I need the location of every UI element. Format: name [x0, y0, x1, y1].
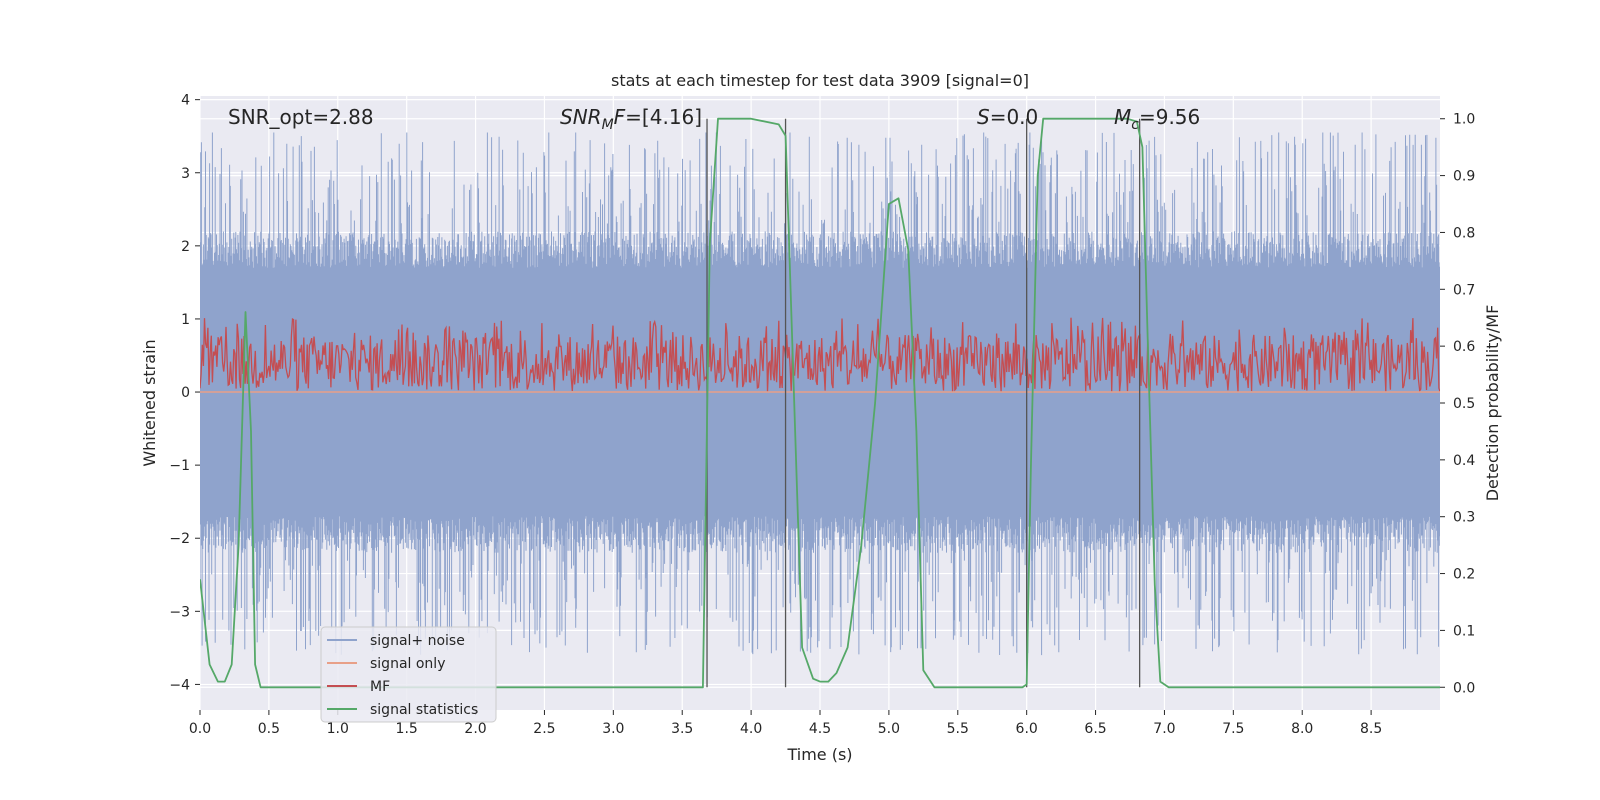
x-tick-label: 4.0 — [740, 721, 762, 737]
y-right-tick-label: 0.9 — [1453, 169, 1475, 185]
y-right-tick-label: 0.4 — [1453, 453, 1475, 469]
legend-box — [320, 626, 497, 723]
x-tick-label: 6.0 — [1016, 721, 1038, 737]
y-right-axis-label: Detection probability/MF — [1483, 305, 1502, 502]
y-left-tick-label: 4 — [181, 93, 190, 109]
legend-label-signal-only: signal only — [370, 656, 445, 672]
legend: signal+ noise signal only MF signal stat… — [320, 626, 497, 723]
x-tick-label: 7.0 — [1153, 721, 1175, 737]
x-tick-label: 1.0 — [327, 721, 349, 737]
chart-title: stats at each timestep for test data 390… — [611, 71, 1029, 90]
y-right-tick-label: 0.1 — [1453, 623, 1475, 639]
x-tick-label: 0.0 — [189, 721, 211, 737]
y-right-tick-label: 0.2 — [1453, 567, 1475, 583]
x-tick-label: 8.0 — [1291, 721, 1313, 737]
x-tick-label: 2.5 — [533, 721, 555, 737]
y-right-tick-label: 1.0 — [1453, 112, 1475, 128]
y-right-tick-label: 0.0 — [1453, 680, 1475, 696]
legend-label-mf: MF — [370, 679, 390, 695]
y-right-axis-ticks: 1.0 0.9 0.8 0.7 0.6 0.5 0.4 0.3 0.2 0.1 0.0 — [1440, 112, 1475, 696]
y-left-tick-label: −2 — [169, 531, 190, 547]
signal-statistics-line — [200, 117, 1440, 689]
series-mf — [200, 317, 1440, 393]
y-right-tick-label: 0.3 — [1453, 510, 1475, 526]
x-axis-ticks: 0.0 0.5 1.0 1.5 2.0 2.5 3.0 3.5 4.0 4.5 5.0 5.5 6.0 6… — [189, 710, 1382, 737]
y-left-tick-label: 3 — [181, 166, 190, 182]
y-left-axis-ticks: 4 3 2 1 0 −1 −2 −3 −4 — [169, 93, 200, 693]
y-left-tick-label: −1 — [169, 458, 190, 474]
annotation-snr-opt: SNR_opt=2.88 — [228, 105, 374, 129]
x-tick-label: 7.5 — [1222, 721, 1244, 737]
x-tick-label: 1.5 — [396, 721, 418, 737]
x-tick-label: 3.5 — [671, 721, 693, 737]
y-right-tick-label: 0.6 — [1453, 339, 1475, 355]
x-tick-label: 5.5 — [947, 721, 969, 737]
x-axis-label: Time (s) — [786, 745, 852, 764]
series-signal-statistics — [200, 117, 1440, 689]
y-left-tick-label: 0 — [181, 385, 190, 401]
y-left-tick-label: 1 — [181, 312, 190, 328]
x-tick-label: 0.5 — [258, 721, 280, 737]
x-tick-label: 5.0 — [878, 721, 900, 737]
x-tick-label: 8.5 — [1360, 721, 1382, 737]
x-tick-label: 3.0 — [602, 721, 624, 737]
y-right-tick-label: 0.7 — [1453, 282, 1475, 298]
legend-label-signal-statistics: signal statistics — [370, 702, 478, 718]
y-left-tick-label: −3 — [169, 604, 190, 620]
annotation-s: S=0.0 — [977, 105, 1038, 129]
x-tick-label: 2.0 — [464, 721, 486, 737]
y-right-tick-label: 0.8 — [1453, 225, 1475, 241]
y-right-tick-label: 0.5 — [1453, 396, 1475, 412]
y-left-axis-label: Whitened strain — [140, 339, 159, 466]
y-left-tick-label: 2 — [181, 239, 190, 255]
legend-label-signal-noise: signal+ noise — [370, 633, 465, 649]
y-left-tick-label: −4 — [169, 677, 190, 693]
mf-trace — [200, 317, 1440, 393]
annotation-mc: Mc=9.56 — [1114, 105, 1200, 133]
x-tick-label: 4.5 — [809, 721, 831, 737]
x-tick-label: 6.5 — [1084, 721, 1106, 737]
annotation-snr-mf: SNRMF=[4.16] — [560, 105, 702, 133]
